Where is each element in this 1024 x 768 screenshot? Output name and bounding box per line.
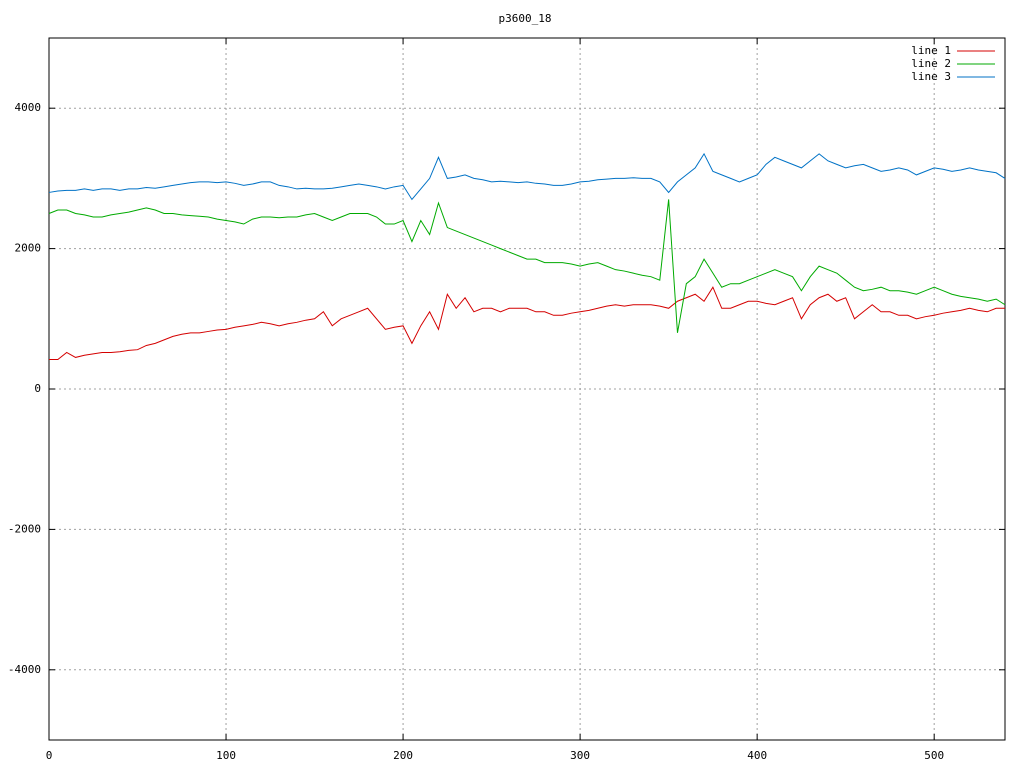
x-tick-label: 100 bbox=[216, 749, 236, 762]
y-tick-label: 0 bbox=[34, 382, 41, 395]
y-tick-label: -2000 bbox=[8, 522, 41, 535]
data-line bbox=[48, 199, 1006, 333]
chart-title: p3600_18 bbox=[499, 12, 552, 25]
y-tick-label: 4000 bbox=[15, 101, 42, 114]
x-tick-label: 200 bbox=[393, 749, 413, 762]
x-tick-label: 500 bbox=[924, 749, 944, 762]
plot-border bbox=[48, 37, 1006, 741]
legend-label: line 3 bbox=[911, 70, 951, 83]
y-tick-label: -4000 bbox=[8, 663, 41, 676]
legend-label: line 1 bbox=[911, 44, 951, 57]
legend-label: line 2 bbox=[911, 57, 951, 70]
x-tick-label: 300 bbox=[570, 749, 590, 762]
data-line bbox=[48, 152, 1006, 201]
x-tick-label: 400 bbox=[747, 749, 767, 762]
y-tick-label: 2000 bbox=[15, 242, 42, 255]
x-tick-label: 0 bbox=[46, 749, 53, 762]
data-line bbox=[49, 286, 1005, 361]
